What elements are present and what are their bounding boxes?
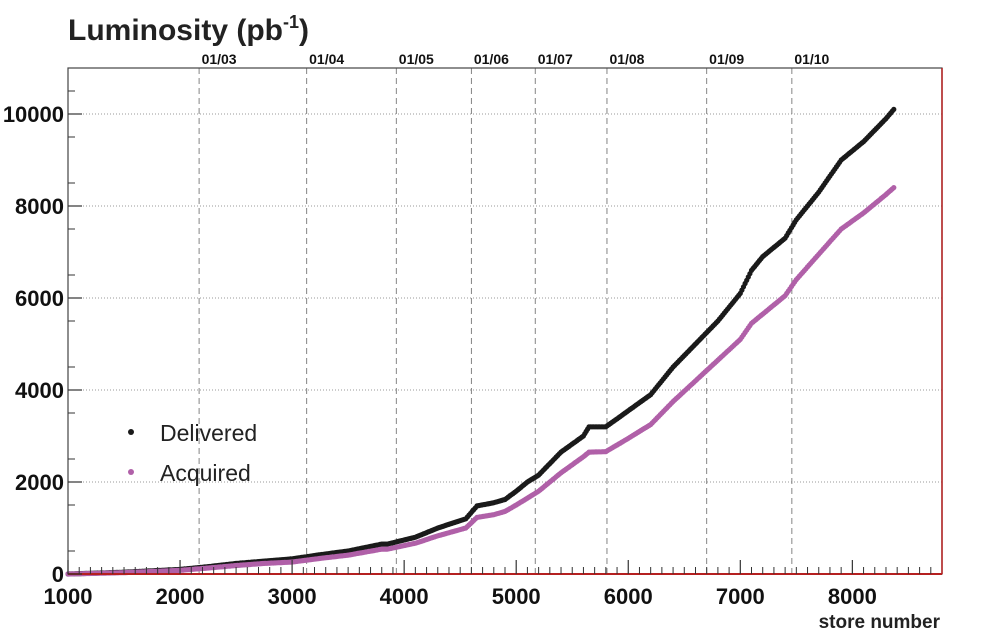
legend-marker-acquired xyxy=(128,469,134,475)
date-label: 01/10 xyxy=(794,51,829,67)
y-tick-label: 10000 xyxy=(3,102,64,127)
y-tick-label: 0 xyxy=(52,562,64,587)
y-tick-label: 8000 xyxy=(15,194,64,219)
legend-item-delivered: Delivered xyxy=(128,420,257,446)
date-label: 01/06 xyxy=(474,51,509,67)
x-tick-label: 5000 xyxy=(492,584,541,609)
data-point xyxy=(891,106,897,112)
legend: Delivered Acquired xyxy=(128,420,257,486)
chart-title: Luminosity (pb-1) xyxy=(68,12,309,47)
date-label: 01/09 xyxy=(709,51,744,67)
date-marker-layer: 01/03 01/04 01/05 01/06 01/07 01/08 01/09 01/10 xyxy=(198,51,830,574)
legend-marker-delivered xyxy=(128,429,134,435)
y-tick-label: 6000 xyxy=(15,286,64,311)
x-tick-label: 8000 xyxy=(828,584,877,609)
chart-title-main: Luminosity (pb xyxy=(68,14,283,47)
x-tick-label: 2000 xyxy=(156,584,205,609)
x-tick-label: 7000 xyxy=(716,584,765,609)
series-acquired xyxy=(65,185,897,577)
y-tick-label: 4000 xyxy=(15,378,64,403)
x-tick-label: 1000 xyxy=(44,584,93,609)
x-axis-title: store number xyxy=(819,612,941,633)
chart-title-superscript: -1 xyxy=(283,12,299,32)
axis-layer: 0 2000 4000 6000 8000 10000 1000 2000 3000 4000 50… xyxy=(3,90,932,609)
date-label: 01/08 xyxy=(609,51,644,67)
legend-label-acquired: Acquired xyxy=(160,460,251,486)
chart-title-close: ) xyxy=(299,14,309,47)
date-label: 01/03 xyxy=(202,51,237,67)
y-tick-label: 2000 xyxy=(15,470,64,495)
x-tick-label: 6000 xyxy=(604,584,653,609)
date-label: 01/04 xyxy=(309,51,344,67)
date-label: 01/05 xyxy=(399,51,434,67)
x-tick-label: 3000 xyxy=(268,584,317,609)
data-point xyxy=(891,185,897,191)
date-label: 01/07 xyxy=(538,51,573,67)
legend-item-acquired: Acquired xyxy=(128,460,251,486)
x-tick-label: 4000 xyxy=(380,584,429,609)
legend-label-delivered: Delivered xyxy=(160,420,257,446)
